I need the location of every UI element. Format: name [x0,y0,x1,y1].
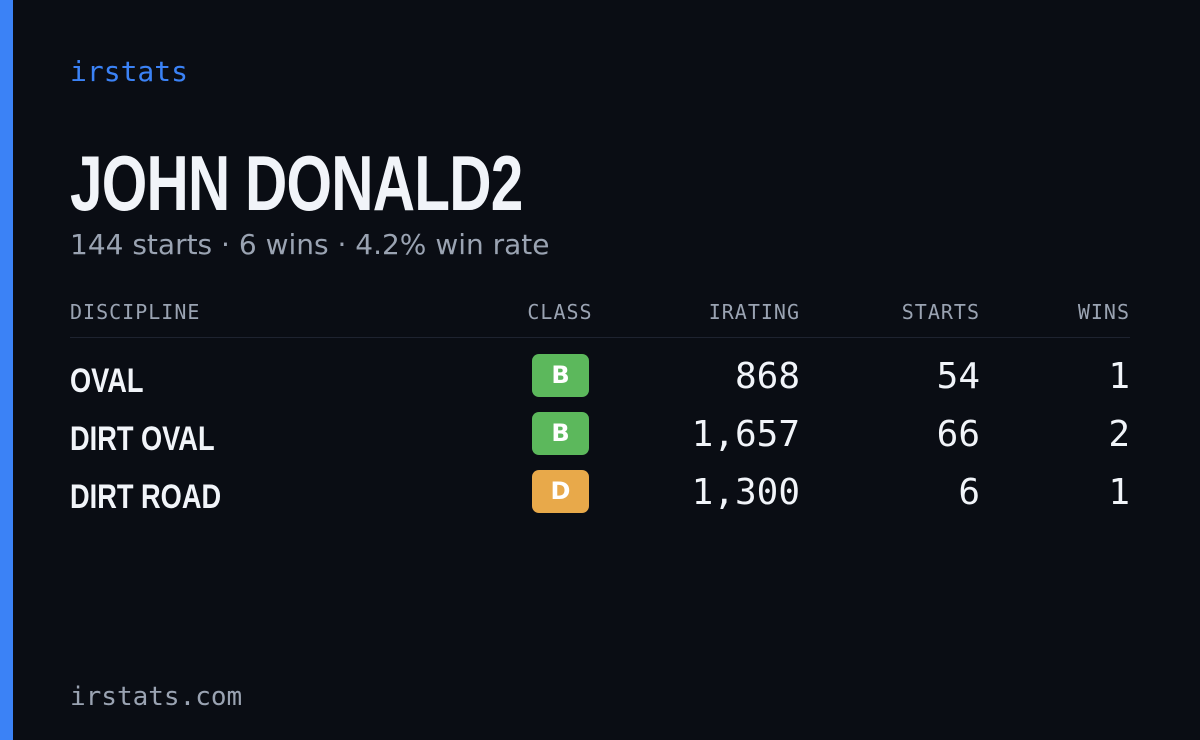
discipline-name: DIRT ROAD [70,478,222,516]
discipline-name: OVAL [70,362,144,400]
license-class-badge: D [532,470,589,513]
table-row: OVAL B 868 54 1 [70,354,1130,404]
starts-value: 66 [936,414,980,455]
table-row: DIRT OVAL B 1,657 66 2 [70,412,1130,462]
footer-url: irstats.com [70,682,243,712]
starts-value: 54 [936,356,980,397]
discipline-name: DIRT OVAL [70,420,215,458]
irating-value: 1,657 [691,414,800,455]
license-class-badge: B [532,354,589,397]
driver-name: JOHN DONALD2 [70,139,523,227]
header-wins: WINS [1077,300,1130,324]
driver-summary: 144 starts · 6 wins · 4.2% win rate [70,228,550,261]
header-irating: IRATING [708,300,800,324]
table-row: DIRT ROAD D 1,300 6 1 [70,470,1130,520]
header-discipline: DISCIPLINE [70,300,201,324]
irating-value: 868 [734,356,800,397]
license-class-badge: B [532,412,589,455]
header-starts: STARTS [901,300,980,324]
starts-value: 6 [958,472,980,513]
header-class: CLASS [527,300,593,324]
brand-logo-text: irstats [70,55,189,88]
irating-value: 1,300 [691,472,800,513]
accent-bar [0,0,13,740]
wins-value: 1 [1108,472,1130,513]
wins-value: 2 [1108,414,1130,455]
table-header: DISCIPLINE CLASS IRATING STARTS WINS [70,300,1130,338]
wins-value: 1 [1108,356,1130,397]
